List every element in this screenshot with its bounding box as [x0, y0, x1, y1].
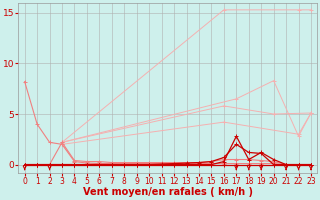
X-axis label: Vent moyen/en rafales ( km/h ): Vent moyen/en rafales ( km/h ) [83, 187, 253, 197]
